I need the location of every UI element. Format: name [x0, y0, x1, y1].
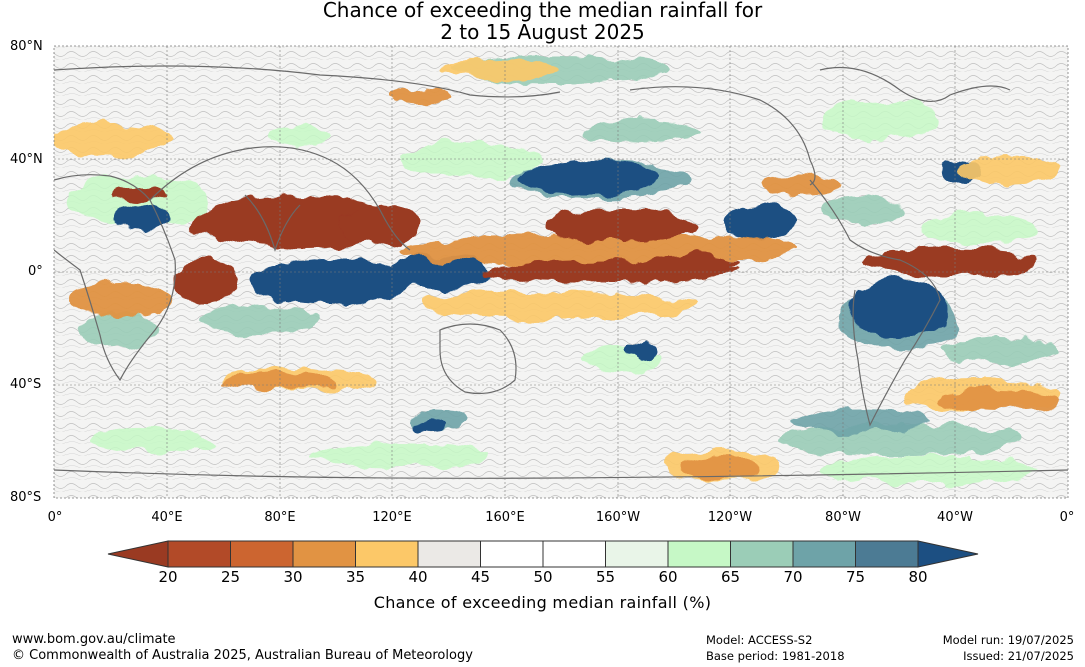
colorbar-high-arrow	[917, 540, 979, 568]
lon-label-80w: 80°W	[825, 510, 861, 525]
colorbar-tick: 70	[783, 568, 803, 586]
colorbar-bin-35-40	[355, 540, 419, 568]
colorbar-bin-55-60	[605, 540, 669, 568]
lon-label-160w: 160°W	[595, 510, 641, 525]
map-panel	[53, 45, 1069, 499]
colorbar-bin-45-50	[480, 540, 544, 568]
colorbar-bin-50-55	[542, 540, 606, 568]
footer-issued: Issued: 21/07/2025	[963, 649, 1074, 663]
map-title-line-2: 2 to 15 August 2025	[440, 20, 645, 44]
rainfall-probability-field	[54, 56, 1060, 484]
colorbar-tick: 25	[220, 568, 241, 586]
colorbar-bin-20-25	[167, 540, 231, 568]
graticule	[54, 46, 1068, 498]
colorbar-bin-60-65	[667, 540, 731, 568]
colorbar-tick: 45	[470, 568, 491, 586]
lon-label-0-right: 0°	[1059, 510, 1075, 525]
colorbar-bin-25-30	[230, 540, 294, 568]
lon-label-40e: 40°E	[151, 510, 183, 525]
lon-label-160e: 160°E	[485, 510, 525, 525]
lon-label-40w: 40°W	[937, 510, 973, 525]
colorbar-tick: 75	[845, 568, 866, 586]
lon-label-80e: 80°E	[264, 510, 296, 525]
colorbar-low-arrow	[107, 540, 169, 568]
colorbar-tick: 65	[720, 568, 741, 586]
lat-label-80n: 80°N	[10, 39, 43, 54]
footer-website[interactable]: www.bom.gov.au/climate	[12, 632, 176, 647]
colorbar-tick: 35	[345, 568, 366, 586]
lon-label-0-left: 0°	[47, 510, 63, 525]
colorbar-tick: 30	[283, 568, 303, 586]
colorbar-bin-75-80	[855, 540, 919, 568]
coastlines	[54, 65, 1068, 479]
footer-model: Model: ACCESS-S2	[706, 633, 813, 647]
lat-label-equator: 0°	[28, 264, 43, 279]
colorbar	[107, 540, 979, 568]
colorbar-tick: 20	[158, 568, 178, 586]
colorbar-tick: 50	[533, 568, 553, 586]
map-frame	[53, 45, 1069, 499]
colorbar-tick: 55	[595, 568, 616, 586]
colorbar-bin-30-35	[292, 540, 356, 568]
map-title-line-1: Chance of exceeding the median rainfall …	[322, 0, 763, 22]
lat-label-80s: 80°S	[10, 490, 42, 505]
lat-label-40s: 40°S	[10, 377, 42, 392]
lat-label-40n: 40°N	[10, 152, 43, 167]
lon-label-120w: 120°W	[707, 510, 753, 525]
colorbar-tick: 40	[408, 568, 428, 586]
colorbar-tick: 80	[908, 568, 928, 586]
colorbar-bin-40-45	[417, 540, 481, 568]
colorbar-bin-70-75	[792, 540, 856, 568]
footer-copyright: © Commonwealth of Australia 2025, Austra…	[12, 648, 473, 663]
footer-model-run: Model run: 19/07/2025	[942, 633, 1074, 647]
colorbar-label: Chance of exceeding median rainfall (%)	[373, 593, 712, 612]
lon-label-120e: 120°E	[372, 510, 412, 525]
colorbar-tick: 60	[658, 568, 678, 586]
footer-base-period: Base period: 1981-2018	[706, 649, 845, 663]
colorbar-bin-65-70	[730, 540, 794, 568]
